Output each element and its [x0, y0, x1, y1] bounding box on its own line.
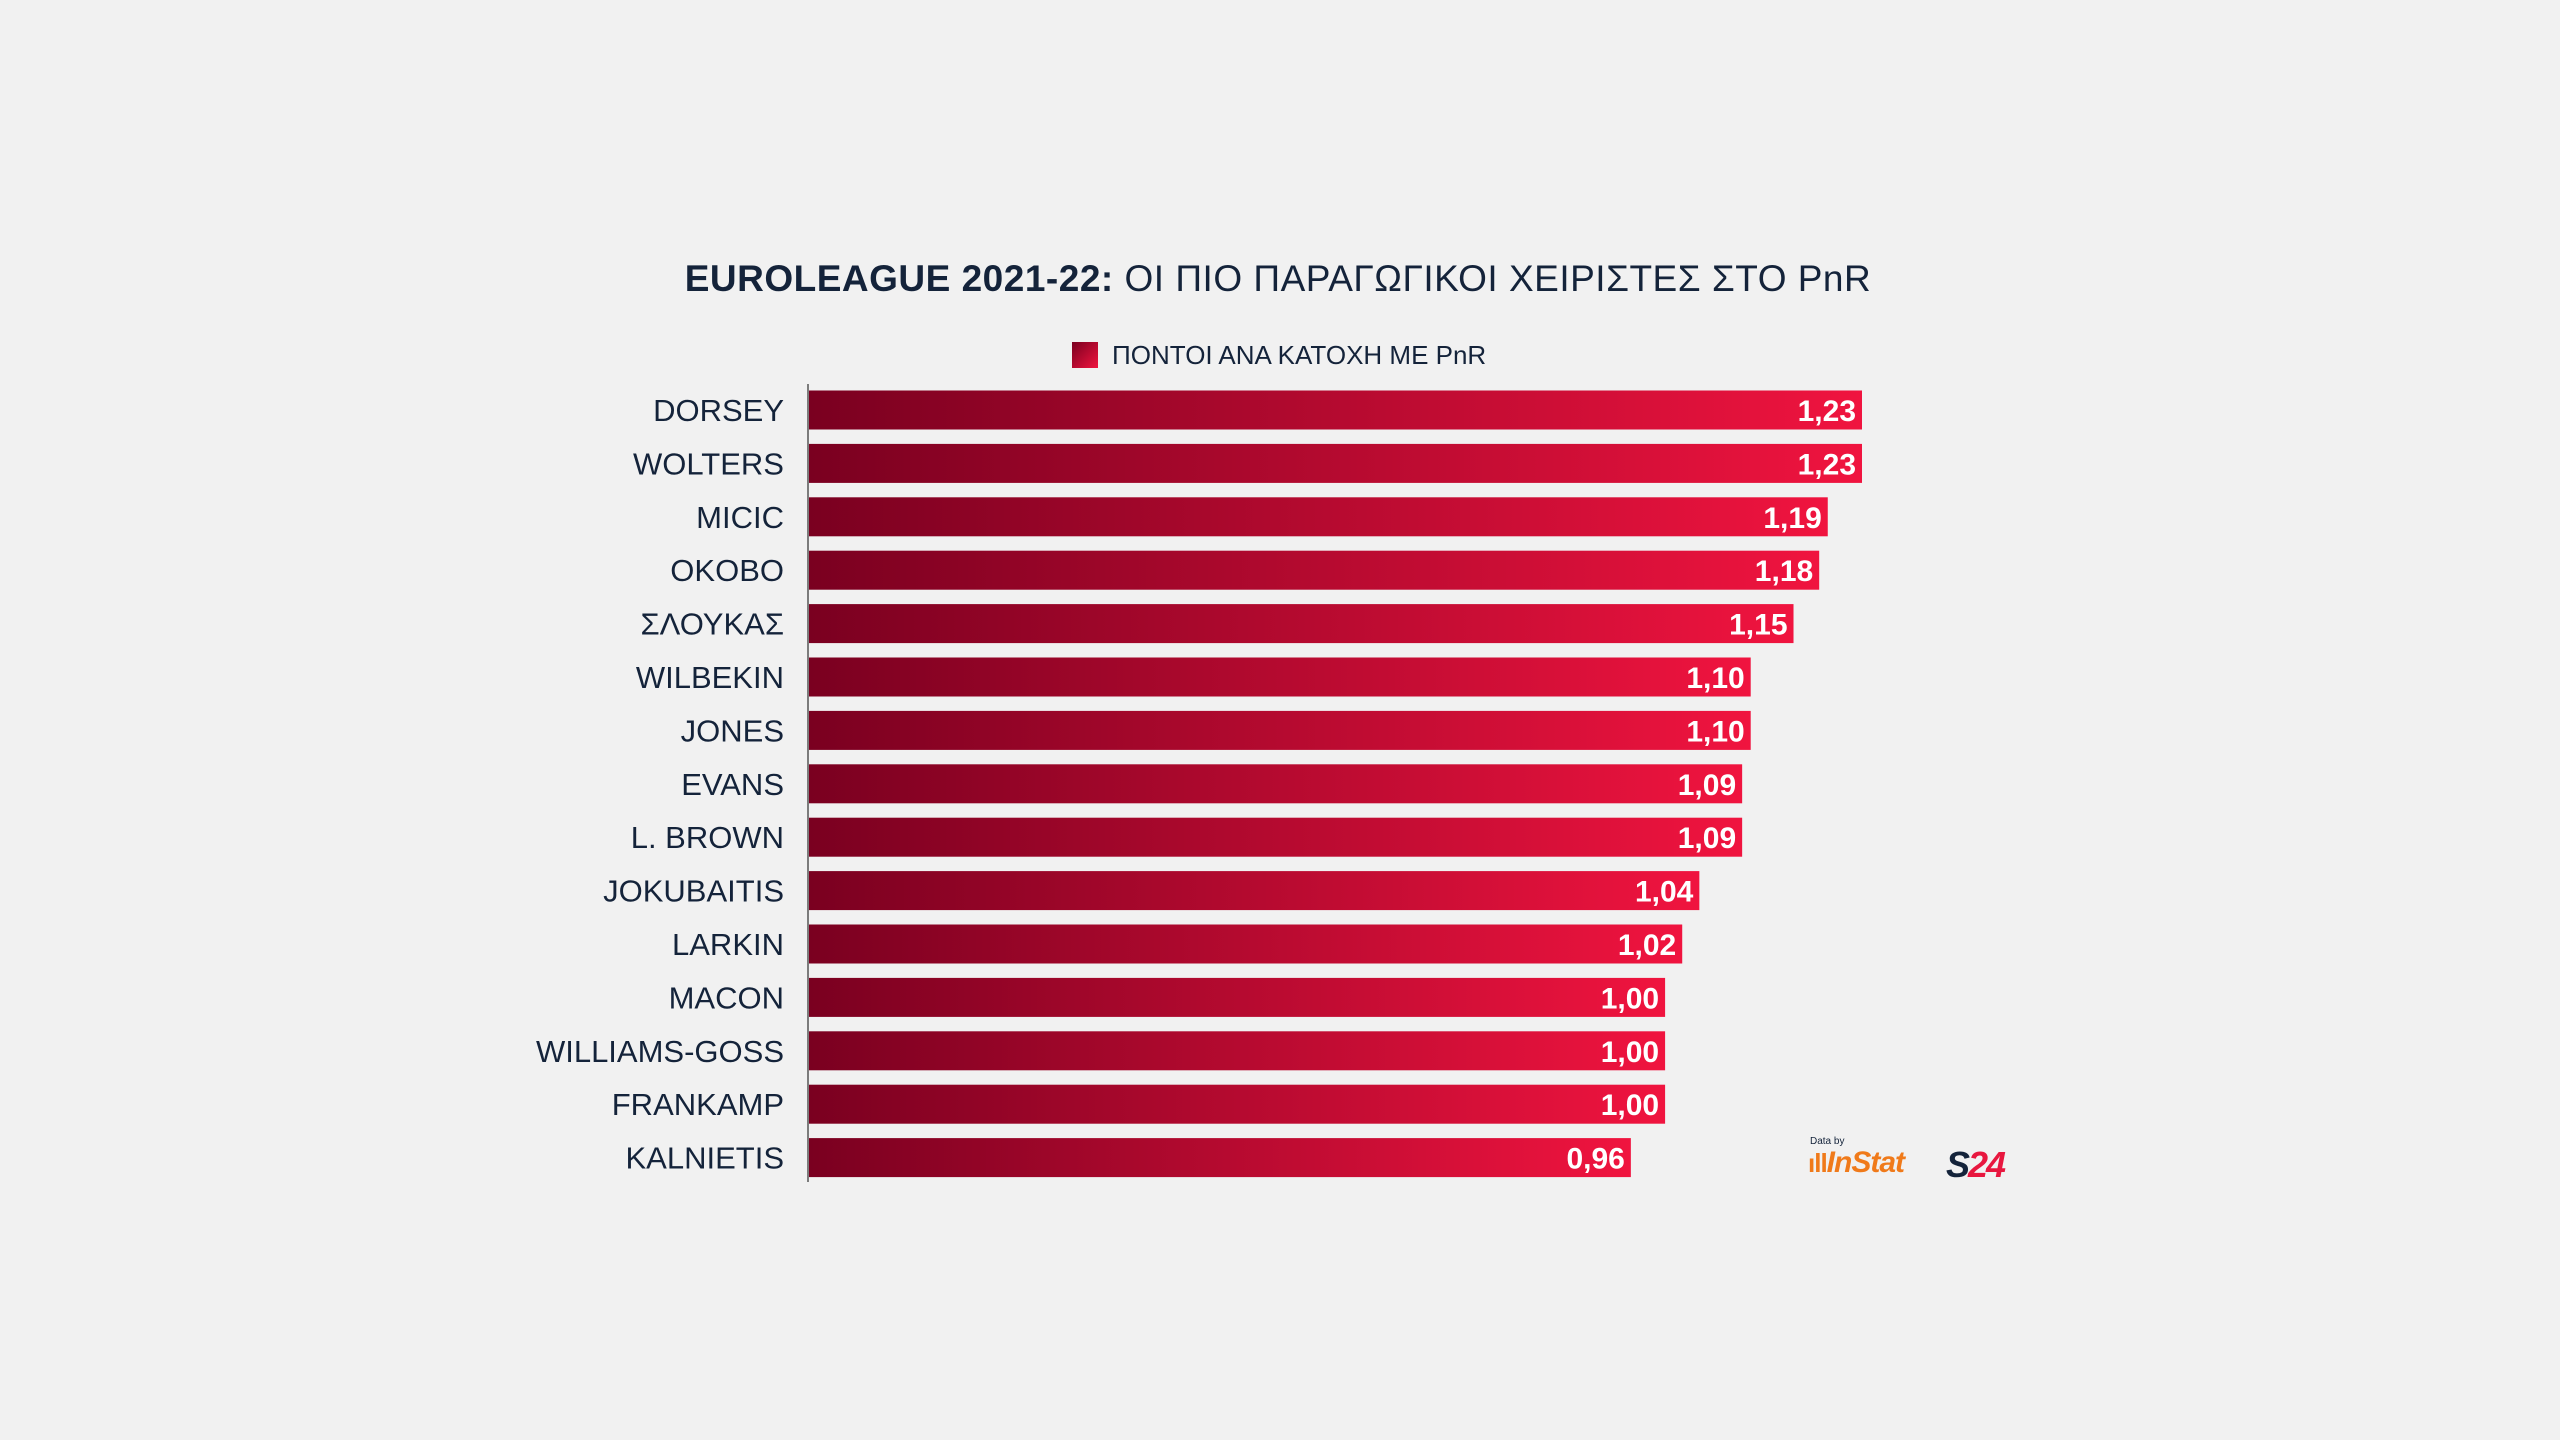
bar-13: [809, 1084, 1666, 1124]
bar-1: [809, 443, 1862, 483]
category-label-1: WOLTERS: [633, 446, 784, 481]
value-label-9: 1,04: [1635, 876, 1694, 909]
legend-swatch: [1072, 342, 1098, 368]
bar-9: [809, 871, 1700, 911]
category-label-6: JONES: [681, 713, 784, 748]
legend-label: ΠΟΝΤΟΙ ΑΝΑ ΚΑΤΟΧΗ ΜΕ PnR: [1112, 339, 1487, 370]
category-label-7: EVANS: [681, 767, 784, 802]
bar-8: [809, 817, 1743, 857]
category-label-2: MICIC: [696, 500, 784, 535]
value-label-2: 1,19: [1763, 502, 1821, 535]
bar-3: [809, 550, 1820, 590]
value-label-1: 1,23: [1798, 448, 1856, 481]
category-label-4: ΣΛΟΥΚΑΣ: [640, 607, 784, 642]
category-label-11: MACON: [669, 980, 784, 1015]
category-label-8: L. BROWN: [631, 820, 784, 855]
category-label-9: JOKUBAITIS: [603, 874, 784, 909]
bar-5: [809, 657, 1751, 697]
chart-title-bold: EUROLEAGUE 2021-22:: [684, 258, 1114, 299]
value-label-0: 1,23: [1798, 395, 1856, 428]
chart-title: EUROLEAGUE 2021-22: ΟΙ ΠΙΟ ΠΑΡΑΓΩΓΙΚΟΙ Χ…: [0, 258, 2558, 300]
value-label-12: 1,00: [1601, 1036, 1659, 1069]
chart-title-rest: ΟΙ ΠΙΟ ΠΑΡΑΓΩΓΙΚΟΙ ΧΕΙΡΙΣΤΕΣ ΣΤΟ PnR: [1124, 258, 1872, 299]
s24-logo-s: S: [1946, 1144, 1970, 1185]
bar-14: [809, 1138, 1631, 1178]
value-label-11: 1,00: [1601, 982, 1659, 1015]
bar-7: [809, 764, 1743, 804]
value-label-13: 1,00: [1601, 1089, 1659, 1122]
bar-4: [809, 604, 1794, 644]
value-label-3: 1,18: [1755, 555, 1813, 588]
instat-bars-icon: ıll: [1808, 1148, 1828, 1178]
category-label-14: KALNIETIS: [626, 1141, 785, 1176]
category-label-5: WILBEKIN: [636, 660, 784, 695]
value-label-8: 1,09: [1678, 822, 1736, 855]
value-label-14: 0,96: [1566, 1143, 1624, 1176]
bar-11: [809, 977, 1666, 1017]
source-credits: Data by ıllInStat S24: [1808, 1136, 2028, 1185]
category-label-10: LARKIN: [672, 927, 784, 962]
s24-logo: S24: [1946, 1144, 2006, 1186]
category-label-0: DORSEY: [653, 393, 784, 428]
value-label-6: 1,10: [1686, 715, 1744, 748]
value-label-5: 1,10: [1686, 662, 1744, 695]
category-label-12: WILLIAMS-GOSS: [536, 1034, 784, 1069]
category-label-3: OKOBO: [670, 553, 784, 588]
bars-group: DORSEY 1,23 WOLTERS 1,23 MICIC 1,19 OKOBO 1,18 Σ…: [536, 390, 1862, 1178]
s24-logo-24: 24: [1968, 1144, 2006, 1185]
instat-logo: ıllInStat: [1808, 1146, 1905, 1180]
value-label-7: 1,09: [1678, 769, 1736, 802]
category-label-13: FRANKAMP: [612, 1087, 784, 1122]
value-label-4: 1,15: [1729, 609, 1787, 642]
bar-2: [809, 497, 1828, 537]
bar-0: [809, 390, 1862, 430]
chart-legend: ΠΟΝΤΟΙ ΑΝΑ ΚΑΤΟΧΗ ΜΕ PnR: [1072, 340, 1486, 370]
bar-6: [809, 710, 1751, 750]
bar-12: [809, 1031, 1666, 1071]
value-label-10: 1,02: [1618, 929, 1676, 962]
instat-logo-text: InStat: [1826, 1146, 1905, 1179]
credit-data-by: Data by: [1810, 1136, 1845, 1147]
bar-10: [809, 924, 1683, 964]
